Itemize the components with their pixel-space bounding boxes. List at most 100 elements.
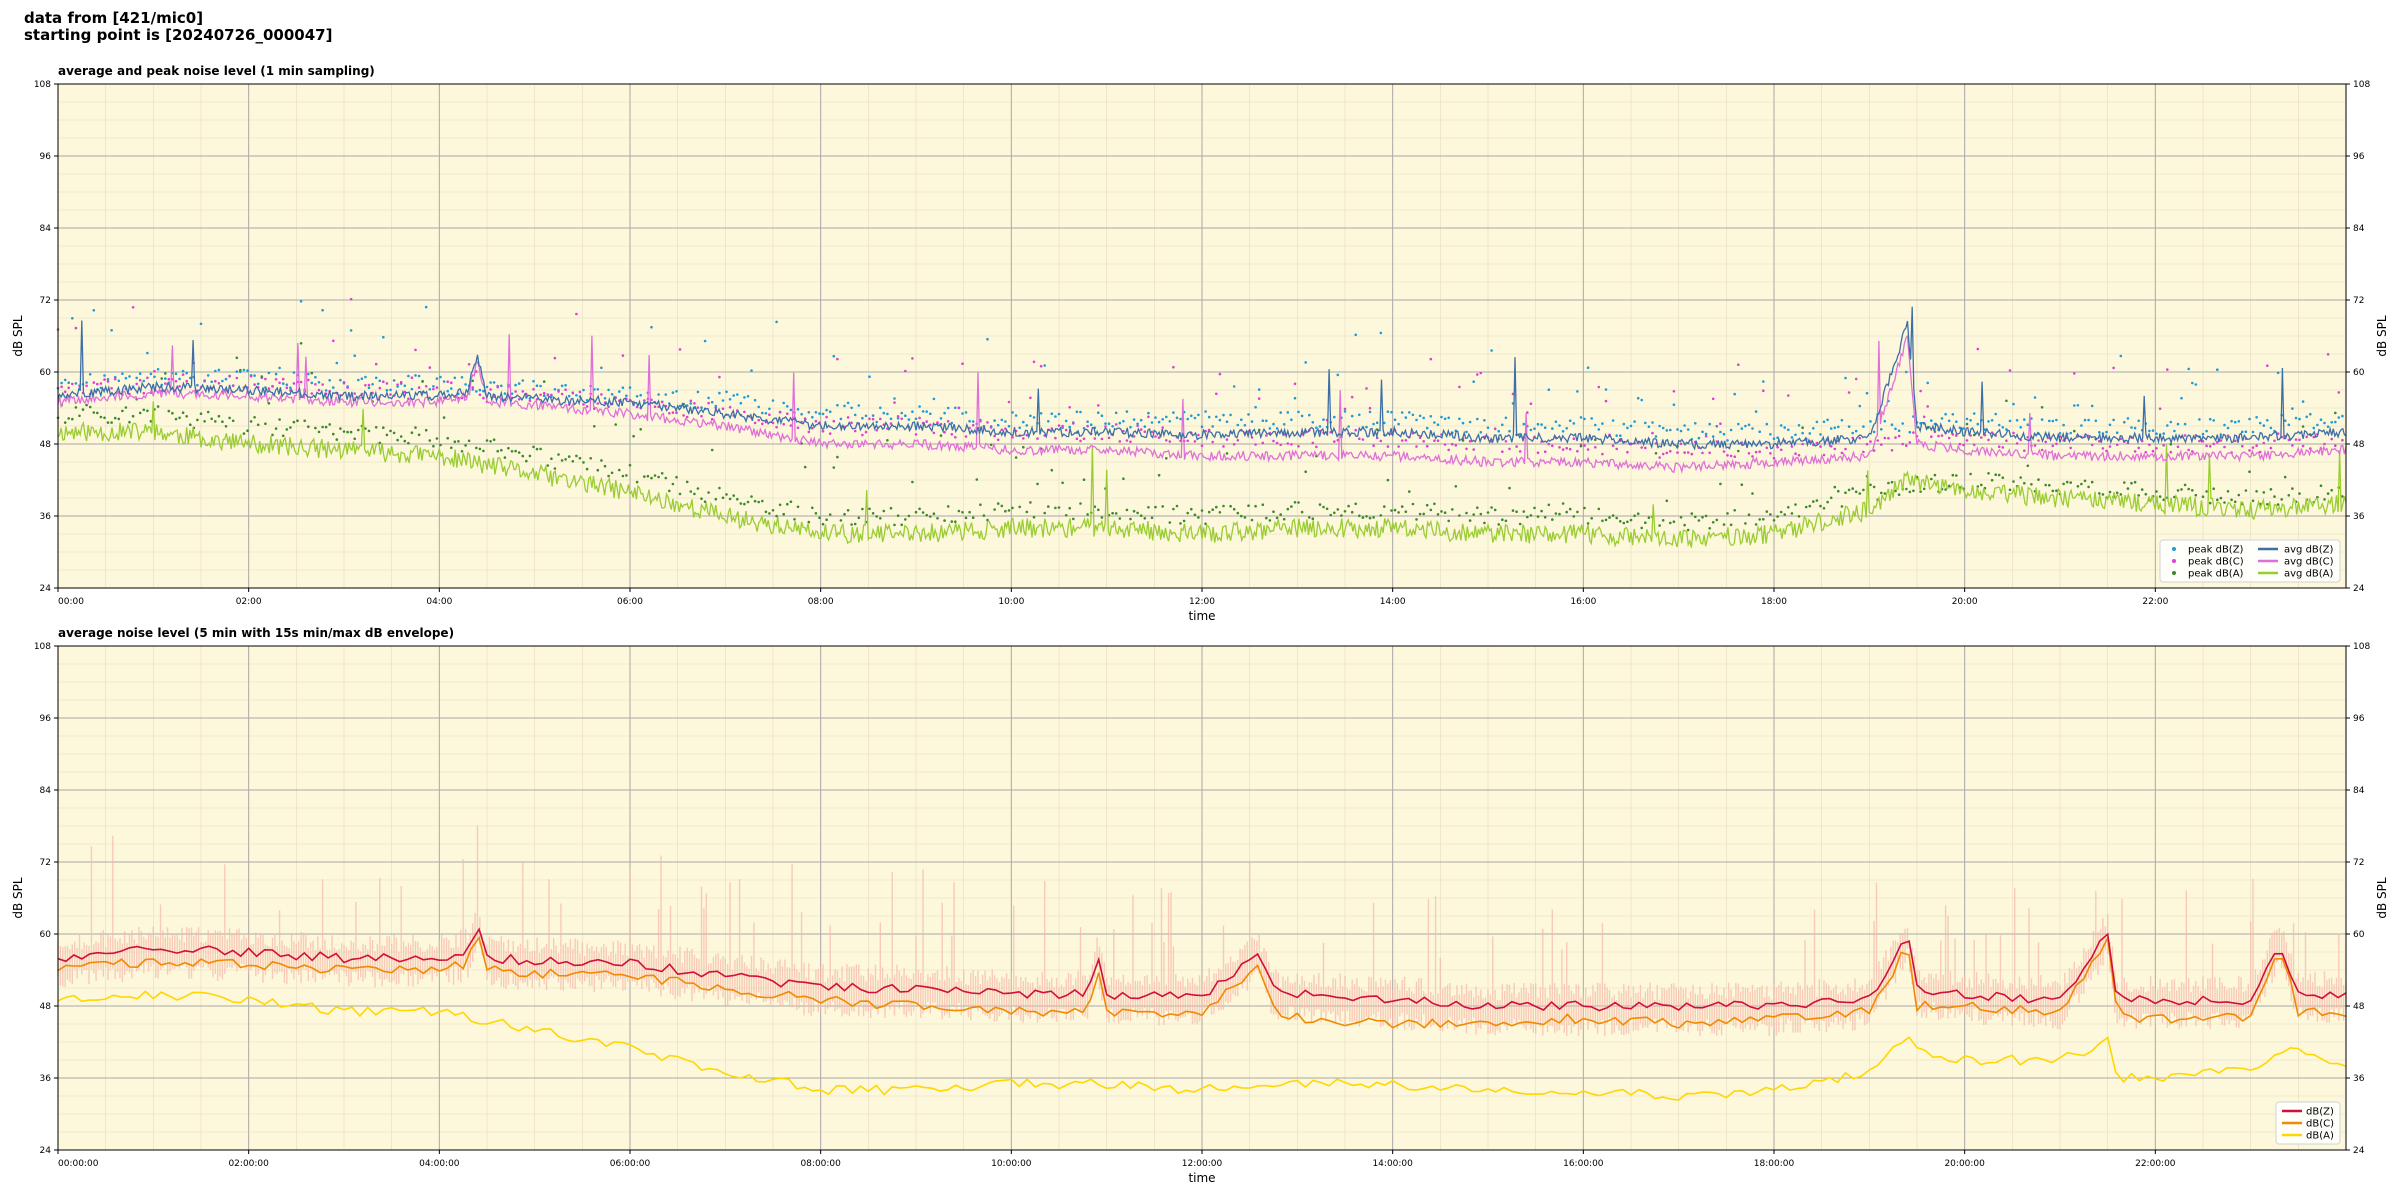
data-point xyxy=(1947,419,1951,423)
data-point xyxy=(2269,426,2273,430)
data-point xyxy=(299,300,303,303)
data-point xyxy=(2262,491,2266,494)
data-point xyxy=(1869,440,1872,443)
x-tick-label: 06:00:00 xyxy=(610,1159,651,1169)
data-point xyxy=(871,417,875,421)
data-point xyxy=(1769,513,1772,516)
data-point xyxy=(954,436,957,439)
data-point xyxy=(1947,484,1951,488)
data-point xyxy=(796,408,800,411)
data-point xyxy=(2230,498,2233,502)
data-point xyxy=(1461,439,1465,442)
data-point xyxy=(725,493,728,496)
data-point xyxy=(242,432,246,435)
data-point xyxy=(1333,440,1336,443)
y-tick-label: 48 xyxy=(40,440,52,450)
data-point xyxy=(560,384,564,388)
data-point xyxy=(367,383,371,387)
data-point xyxy=(1615,516,1618,520)
series-db-c- xyxy=(57,935,2347,1029)
data-point xyxy=(1308,516,1311,519)
starting-point-label: starting point is [20240726_000047] xyxy=(24,26,333,44)
x-tick-label: 10:00 xyxy=(998,597,1024,607)
data-point xyxy=(2301,425,2305,428)
data-point xyxy=(124,406,128,409)
data-point xyxy=(178,385,181,388)
data-point xyxy=(517,398,521,401)
data-point xyxy=(1997,423,2001,427)
data-point xyxy=(1576,510,1579,514)
data-point xyxy=(1418,436,1422,440)
data-point xyxy=(1779,510,1783,514)
data-point xyxy=(1197,433,1200,437)
data-point xyxy=(1082,437,1086,441)
data-point xyxy=(2187,367,2190,371)
data-point xyxy=(2255,490,2258,493)
legend-label: dB(C) xyxy=(2306,1119,2334,1130)
data-point xyxy=(2166,368,2169,371)
data-point xyxy=(1819,504,1822,508)
data-point xyxy=(1139,418,1143,422)
data-point xyxy=(660,400,664,404)
data-point xyxy=(467,439,471,443)
data-point xyxy=(475,390,478,393)
data-point xyxy=(99,415,103,419)
data-point xyxy=(1404,416,1408,419)
data-point xyxy=(1479,512,1483,516)
data-point xyxy=(428,388,432,391)
data-point xyxy=(1944,412,1947,416)
data-point xyxy=(328,379,332,382)
data-point xyxy=(442,380,446,383)
data-point xyxy=(2319,418,2323,422)
data-point xyxy=(457,440,460,443)
data-point xyxy=(485,385,489,389)
data-point xyxy=(2012,480,2015,483)
x-tick-label: 18:00:00 xyxy=(1754,1159,1795,1169)
data-point xyxy=(900,411,903,415)
data-point xyxy=(2133,450,2137,453)
data-point xyxy=(2037,478,2040,481)
data-point xyxy=(857,516,861,520)
data-point xyxy=(807,411,811,414)
data-point xyxy=(1601,422,1604,425)
series-db-a- xyxy=(57,990,2347,1101)
y-axis-label: dB SPL xyxy=(11,315,25,357)
data-point xyxy=(2334,420,2337,424)
data-point xyxy=(335,438,339,441)
data-point xyxy=(2233,420,2237,424)
data-point xyxy=(893,397,896,400)
data-point xyxy=(410,431,414,435)
data-point xyxy=(1833,447,1837,451)
data-point xyxy=(517,382,521,385)
data-point xyxy=(1722,450,1726,453)
data-point xyxy=(707,396,710,400)
data-point xyxy=(1862,425,1865,428)
data-point xyxy=(2008,369,2012,372)
data-point xyxy=(2001,426,2005,429)
data-point xyxy=(167,377,171,381)
data-point xyxy=(918,416,921,420)
data-point xyxy=(1050,468,1054,472)
data-point xyxy=(2083,479,2087,483)
data-point xyxy=(1629,424,1633,428)
data-point xyxy=(2119,493,2123,496)
data-point xyxy=(1218,372,1222,376)
data-point xyxy=(246,429,249,433)
data-point xyxy=(1286,411,1290,414)
data-point xyxy=(407,441,410,445)
data-point xyxy=(1293,501,1297,504)
data-point xyxy=(2026,423,2030,427)
data-point xyxy=(382,380,385,384)
data-point xyxy=(1086,420,1089,424)
data-point xyxy=(396,438,399,442)
data-point xyxy=(460,376,464,379)
data-point xyxy=(2166,424,2169,427)
data-point xyxy=(396,385,399,388)
data-point xyxy=(1207,428,1211,432)
data-point xyxy=(1447,519,1450,523)
data-point xyxy=(1408,490,1411,493)
data-point xyxy=(1454,485,1458,488)
y-tick-label-right: 72 xyxy=(2353,296,2364,306)
data-point xyxy=(650,325,653,329)
data-point xyxy=(2223,423,2226,427)
